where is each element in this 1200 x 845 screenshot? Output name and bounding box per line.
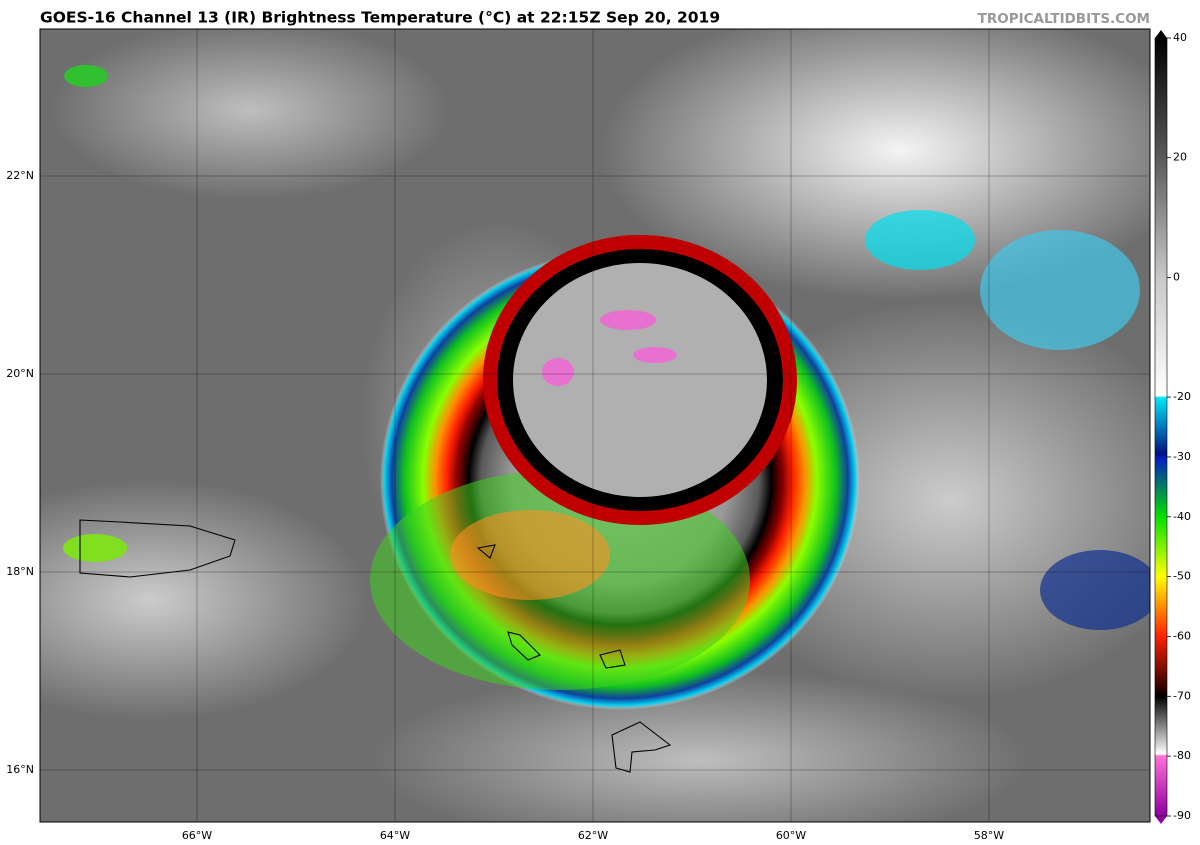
lon-label: 66°W [182,829,212,842]
lon-label: 58°W [974,829,1004,842]
colorbar-tick-label: -40 [1173,510,1191,523]
colorbar-tick-label: -50 [1173,570,1191,583]
title: GOES-16 Channel 13 (IR) Brightness Tempe… [40,9,720,27]
colorbar-tick-label: -30 [1173,450,1191,463]
colorbar-bar [1154,37,1168,817]
lat-label: 22°N [6,169,34,182]
colorbar-tick-label: -80 [1173,749,1191,762]
colorbar-tick-label: 20 [1173,151,1187,164]
colorbar-tick-label: -60 [1173,629,1191,642]
lat-label: 18°N [6,565,34,578]
lon-label: 64°W [380,829,410,842]
colorbar-tick-label: -90 [1173,809,1191,822]
lat-label: 20°N [6,367,34,380]
colorbar: 40 20 0 -20 -30 -40 -50 -60 -70 -80 -90 [1154,30,1191,824]
colorbar-tick-label: 0 [1173,270,1180,283]
colorbar-arrow [1155,816,1167,824]
map-frame [39,28,1151,823]
colorbar-tick-label: 40 [1173,31,1187,44]
lon-label: 62°W [578,829,608,842]
lat-label: 16°N [6,763,34,776]
colorbar-tick-label: -70 [1173,689,1191,702]
lon-label: 60°W [776,829,806,842]
watermark: TROPICALTIDBITS.COM [978,11,1150,27]
colorbar-tick-label: -20 [1173,390,1191,403]
colorbar-arrow [1155,30,1167,38]
